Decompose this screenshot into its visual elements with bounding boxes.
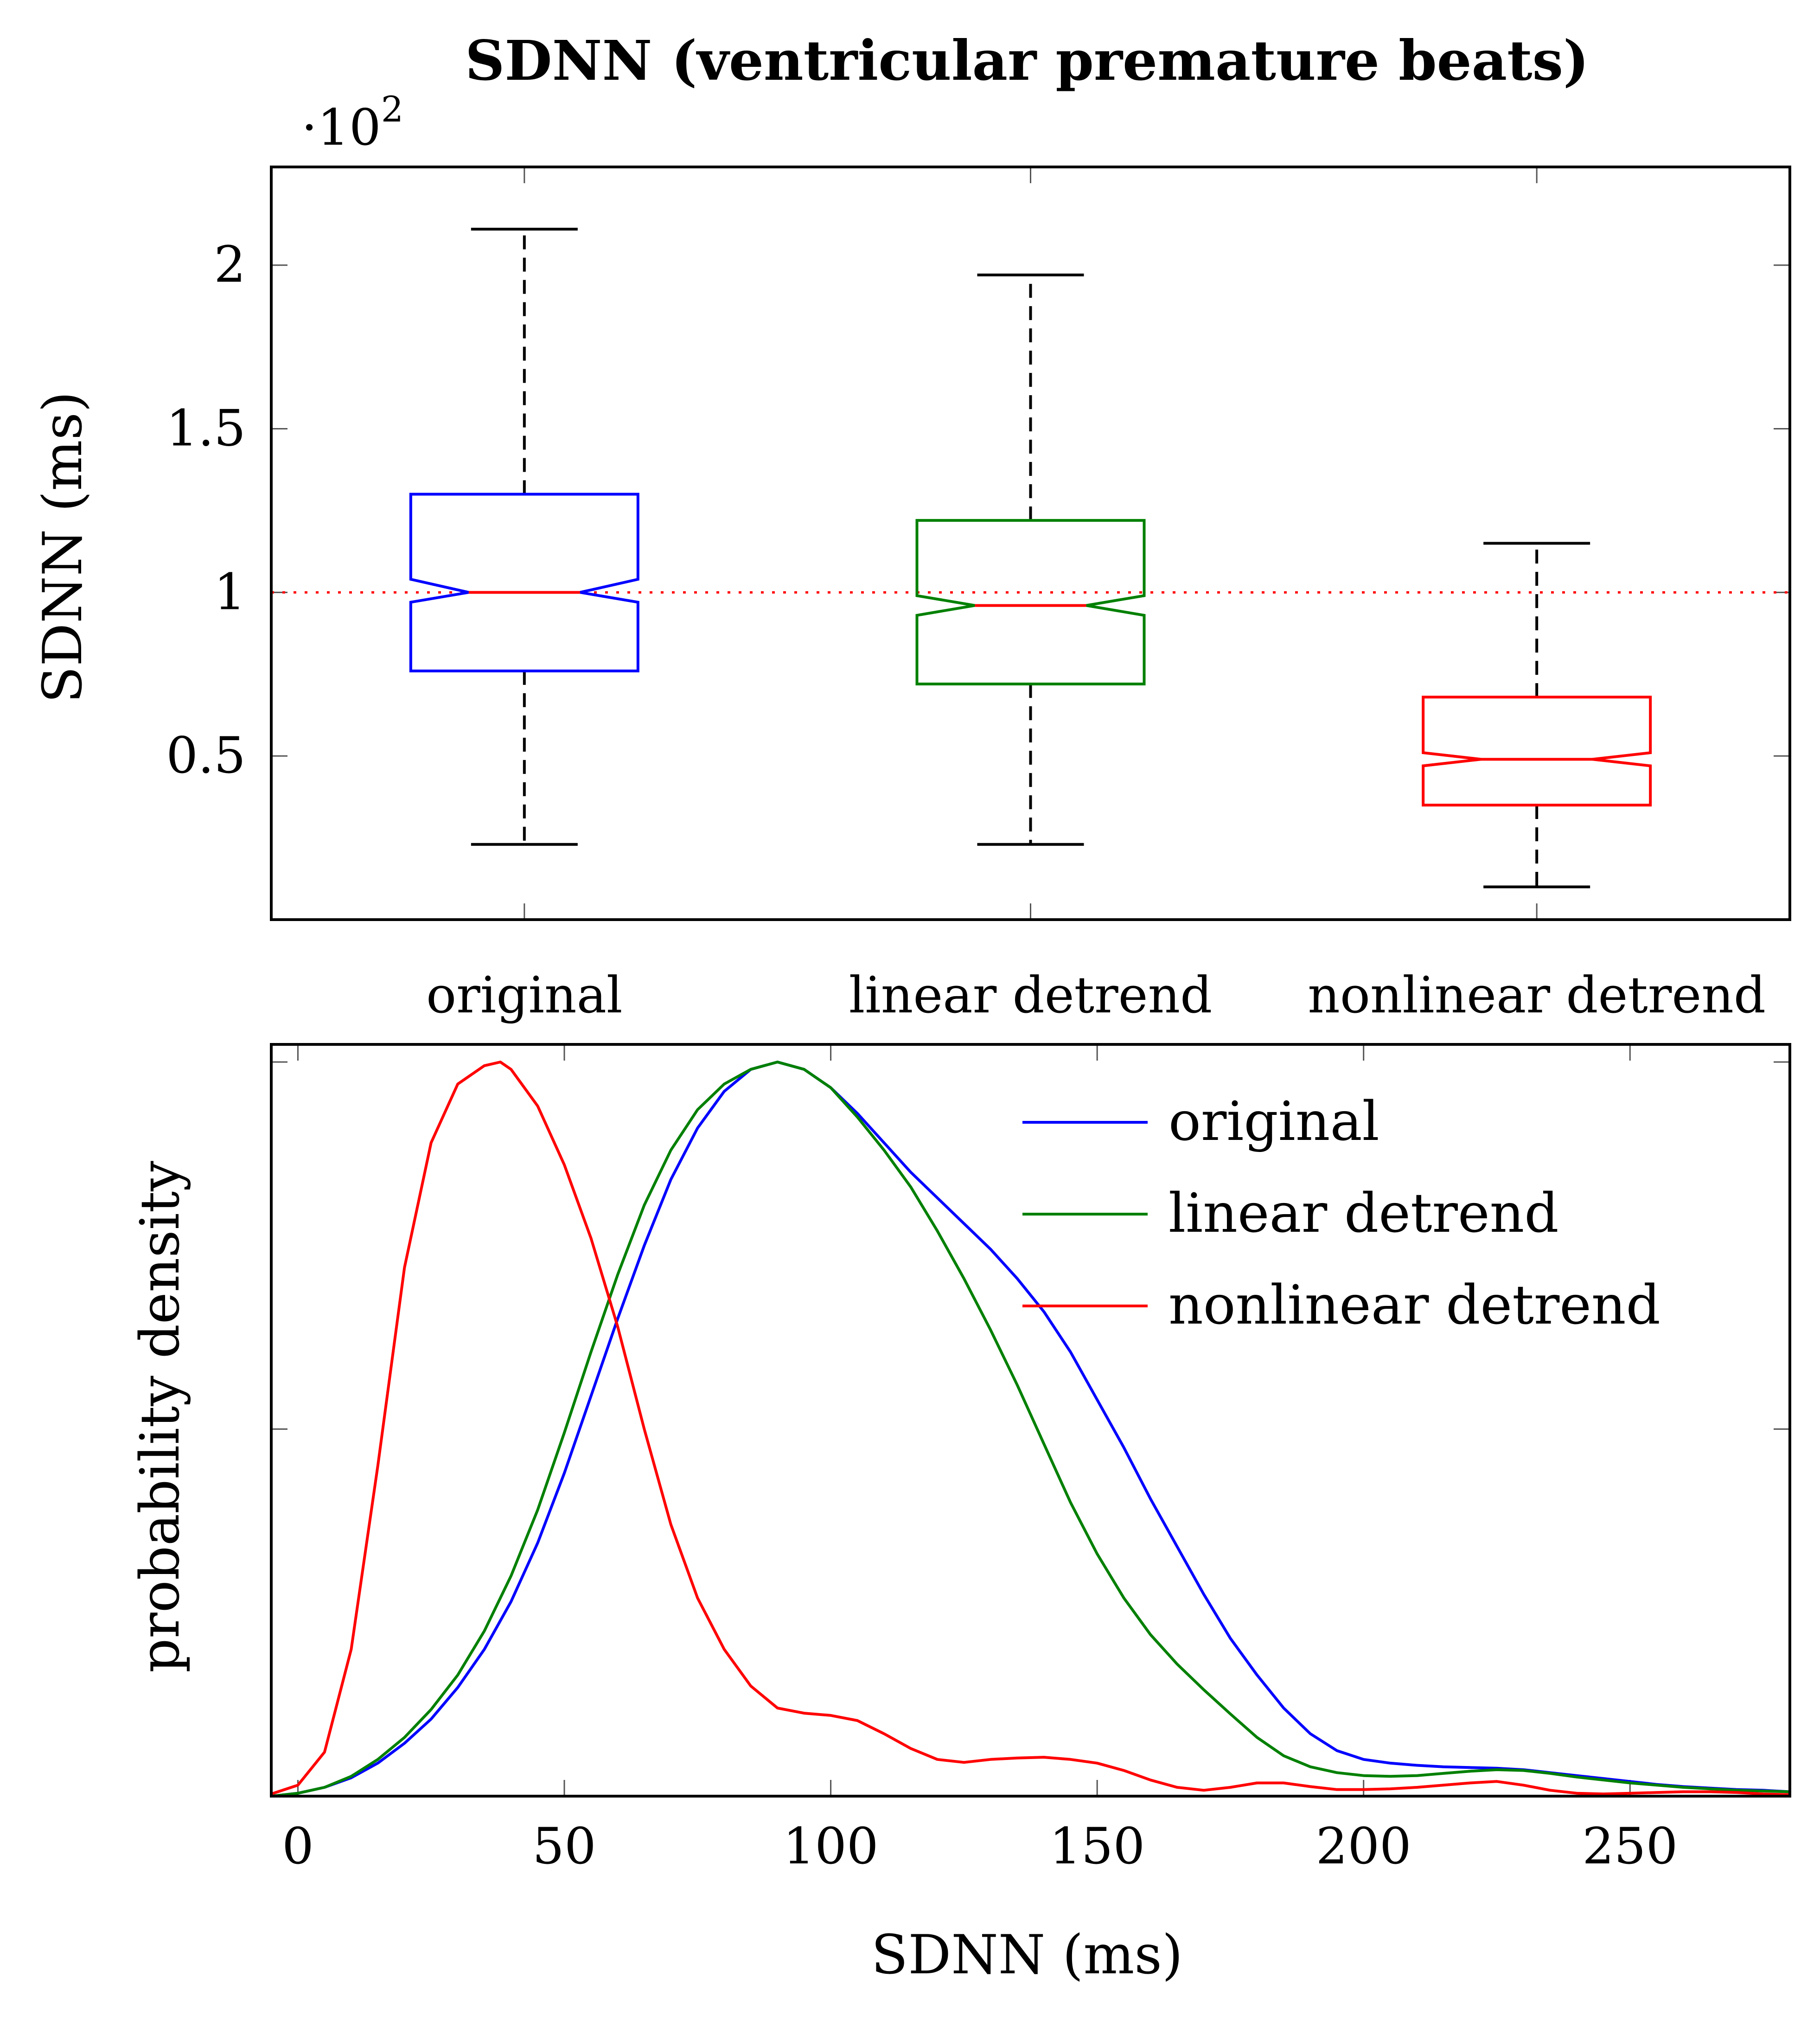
boxplot-category-labels: original linear detrend nonlinear detrend [426, 966, 1766, 1024]
x-tick-label: 100 [783, 1817, 879, 1875]
density-panel: 0 50 100 150 200 250 SDNN (ms) probability de… [129, 1043, 1791, 1986]
category-label: original [426, 966, 622, 1024]
notched-box [409, 493, 639, 672]
density-x-tick-labels: 0 50 100 150 200 250 [282, 1817, 1678, 1875]
box-original [409, 228, 639, 846]
legend-entry: original [1022, 1090, 1379, 1153]
y-tick-label: 1 [214, 563, 246, 621]
boxplot-marks [409, 228, 1652, 889]
category-label: linear detrend [849, 966, 1213, 1024]
density-line-linear-detrend [271, 1061, 1790, 1796]
legend-label: original [1169, 1090, 1379, 1153]
density-ticks [271, 1044, 1790, 1796]
x-tick-label: 0 [282, 1817, 314, 1875]
legend-label: nonlinear detrend [1169, 1274, 1660, 1337]
category-label: nonlinear detrend [1308, 966, 1766, 1024]
density-axes-frame [270, 1043, 1791, 1798]
legend-entry: nonlinear detrend [1022, 1274, 1660, 1337]
density-line-nonlinear-detrend [271, 1061, 1790, 1796]
notched-box [915, 519, 1146, 685]
boxplot-axes-frame [270, 166, 1791, 921]
x-tick-label: 250 [1582, 1817, 1678, 1875]
boxplot-y-tick-labels: 0.5 1 1.5 2 [166, 236, 246, 785]
x-tick-label: 150 [1049, 1817, 1145, 1875]
y-tick-label: 1.5 [166, 400, 246, 458]
density-line-original [271, 1061, 1790, 1796]
density-lines [271, 1061, 1790, 1796]
legend-entry: linear detrend [1022, 1182, 1559, 1245]
notched-box [1422, 696, 1652, 807]
x-tick-label: 50 [532, 1817, 596, 1875]
box-linear-detrend [915, 273, 1146, 846]
y-tick-label: 2 [214, 236, 246, 294]
x-tick-label: 200 [1316, 1817, 1411, 1875]
y-tick-label: 0.5 [166, 727, 246, 785]
legend: original linear detrend nonlinear detrend [1022, 1090, 1660, 1337]
boxplot-panel: SDNN (ventricular premature beats) ·102 … [32, 28, 1791, 1024]
density-y-axis-label: probability density [129, 1161, 192, 1673]
legend-label: linear detrend [1169, 1182, 1559, 1245]
y-scale-multiplier: ·102 [301, 89, 403, 157]
box-nonlinear-detrend [1422, 542, 1652, 889]
y-scale-note: ·10 [301, 99, 381, 157]
boxplot-ticks [271, 167, 1790, 920]
y-scale-exponent: 2 [381, 89, 403, 130]
density-x-axis-label: SDNN (ms) [871, 1924, 1183, 1986]
chart-title: SDNN (ventricular premature beats) [465, 28, 1589, 93]
boxplot-y-axis-label: SDNN (ms) [32, 391, 94, 703]
